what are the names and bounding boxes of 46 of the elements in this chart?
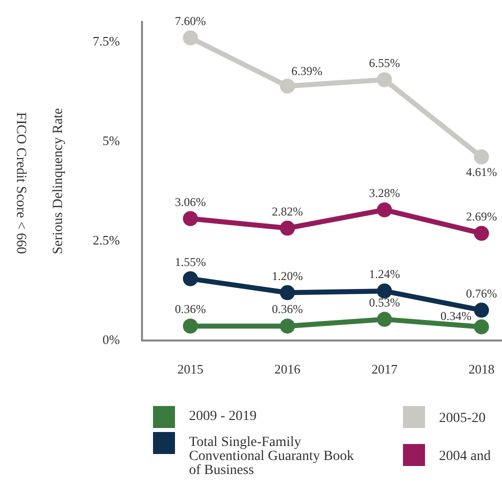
- data-label: 7.60%: [174, 14, 206, 28]
- y-tick-label: 2.5%: [92, 232, 120, 248]
- data-label: 0.36%: [272, 302, 303, 316]
- data-label: 0.34%: [440, 309, 472, 324]
- point: [376, 312, 392, 327]
- point: [182, 318, 198, 334]
- data-label: 1.24%: [368, 267, 400, 282]
- point: [280, 318, 295, 334]
- data-label: 4.61%: [466, 165, 497, 180]
- y-axis-title: Serious Delinquency Rate: [51, 108, 66, 254]
- legend-label: 2009 - 2019: [189, 408, 258, 424]
- data-label: 2.69%: [466, 209, 497, 224]
- data-label: 0.36%: [174, 302, 206, 316]
- data-label: 3.28%: [368, 186, 400, 200]
- point: [182, 271, 198, 286]
- point: [280, 78, 295, 94]
- point: [182, 211, 198, 226]
- point: [376, 284, 392, 299]
- data-label: 6.39%: [291, 64, 322, 78]
- data-label: 1.20%: [272, 268, 303, 283]
- point: [376, 72, 392, 88]
- point: [280, 220, 295, 236]
- data-label: 0.53%: [368, 295, 400, 310]
- data-label: 3.06%: [174, 194, 206, 209]
- data-label: 6.55%: [368, 56, 400, 70]
- point: [182, 30, 198, 46]
- text: FICO Credit Score < 660: [12, 111, 28, 256]
- point: [474, 319, 489, 334]
- y-tick-label: 0%: [102, 332, 120, 347]
- point: [474, 149, 489, 164]
- legend-label: Total Single-Family Conventional Guaranty Book of Business: [189, 434, 355, 478]
- data-label: 2.82%: [272, 204, 303, 218]
- legend-label: 2005-20: [439, 410, 487, 426]
- x-tick-label: 2016: [274, 362, 301, 377]
- x-tick-label: 2018: [468, 362, 494, 377]
- y-tick-label: 7.5%: [92, 33, 120, 48]
- point: [474, 302, 489, 318]
- x-tick-label: 2015: [177, 362, 204, 377]
- legend-label: 2004 and: [439, 448, 492, 464]
- point: [474, 226, 489, 241]
- x-tick-label: 2017: [371, 362, 398, 377]
- y-tick-label: 5%: [102, 132, 120, 148]
- point: [280, 285, 295, 300]
- point: [376, 202, 392, 218]
- data-label: 1.55%: [174, 254, 206, 269]
- data-label: 0.76%: [466, 286, 497, 300]
